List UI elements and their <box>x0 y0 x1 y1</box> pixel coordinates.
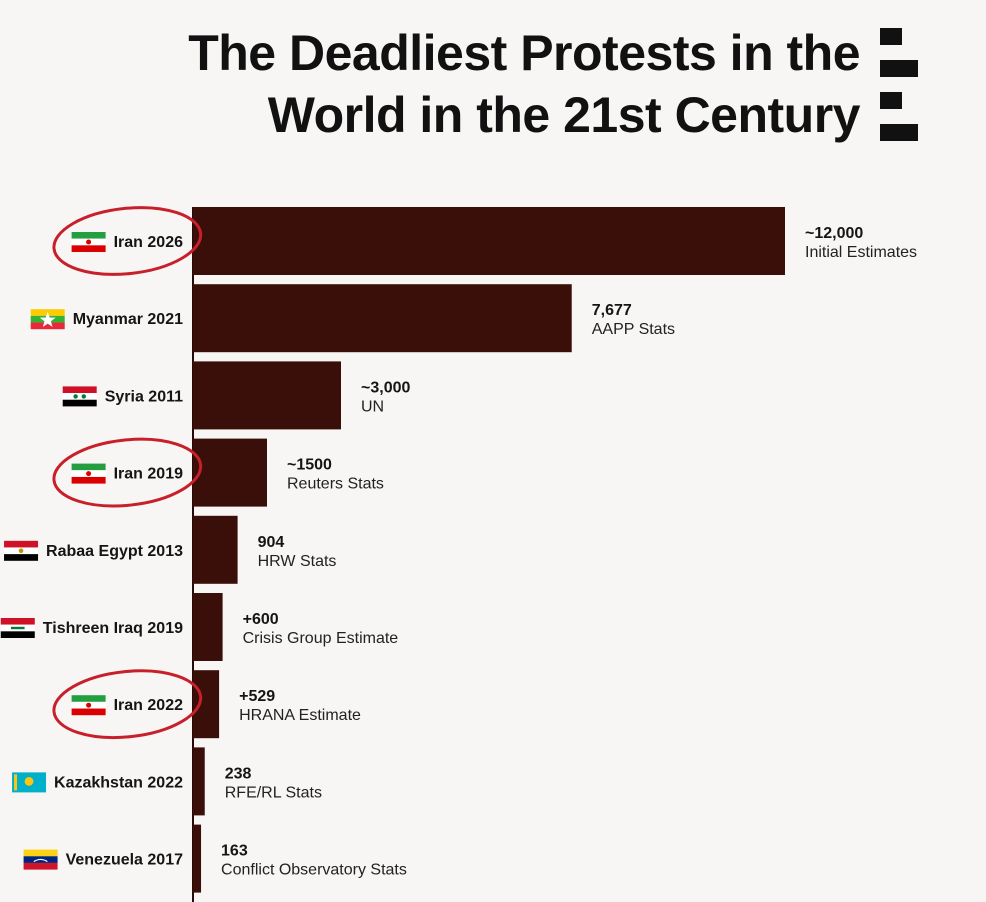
bar <box>193 438 267 507</box>
egypt-flag-icon <box>4 540 39 561</box>
highlight-circle <box>52 669 203 740</box>
source-label: Crisis Group Estimate <box>243 630 399 647</box>
value-label: 238 <box>225 765 252 782</box>
category-label: Iran 2026 <box>114 234 183 251</box>
source-label: RFE/RL Stats <box>225 784 322 801</box>
source-label: Conflict Observatory Stats <box>221 862 407 879</box>
source-label: Initial Estimates <box>805 244 917 261</box>
source-label: HRW Stats <box>258 553 337 570</box>
iran-flag-icon <box>71 463 106 484</box>
value-label: ~1500 <box>287 457 332 474</box>
venezuela-flag-icon <box>23 849 58 870</box>
value-label: ~3,000 <box>361 379 410 396</box>
value-label: +529 <box>239 688 275 705</box>
bar <box>193 670 220 739</box>
category-label: Myanmar 2021 <box>73 311 183 328</box>
bar <box>193 593 223 661</box>
value-label: 904 <box>258 534 285 551</box>
highlight-circle <box>52 437 203 508</box>
myanmar-flag-icon <box>30 309 65 330</box>
bar <box>193 515 238 584</box>
source-label: AAPP Stats <box>592 321 675 338</box>
bar <box>193 207 785 275</box>
value-label: 163 <box>221 843 248 860</box>
source-label: UN <box>361 398 384 415</box>
source-label: Reuters Stats <box>287 476 384 493</box>
bar <box>193 284 572 353</box>
category-label: Iran 2022 <box>114 697 183 714</box>
value-label: ~12,000 <box>805 225 863 242</box>
kazakhstan-flag-icon <box>12 772 47 793</box>
category-label: Tishreen Iraq 2019 <box>43 620 183 637</box>
category-label: Kazakhstan 2022 <box>54 774 183 791</box>
category-label: Venezuela 2017 <box>66 852 184 869</box>
bar <box>193 824 202 893</box>
chart-title-line-2: World in the 21st Century <box>267 87 861 143</box>
category-label: Iran 2019 <box>114 466 183 483</box>
source-label: HRANA Estimate <box>239 707 361 724</box>
bar <box>193 361 341 430</box>
value-label: +600 <box>243 611 279 628</box>
category-label: Rabaa Egypt 2013 <box>46 543 183 560</box>
category-label: Syria 2011 <box>105 388 183 405</box>
bar <box>193 747 205 816</box>
iraq-flag-icon <box>0 618 35 638</box>
stacked-bars-logo-icon <box>880 28 918 141</box>
highlight-circle <box>52 206 203 276</box>
syria-flag-icon <box>62 386 97 407</box>
chart-title: The Deadliest Protests in the World in t… <box>60 22 860 146</box>
chart-title-line-1: The Deadliest Protests in the <box>188 25 860 81</box>
iran-flag-icon <box>71 695 106 716</box>
iran-flag-icon <box>71 232 106 252</box>
value-label: 7,677 <box>592 302 632 319</box>
